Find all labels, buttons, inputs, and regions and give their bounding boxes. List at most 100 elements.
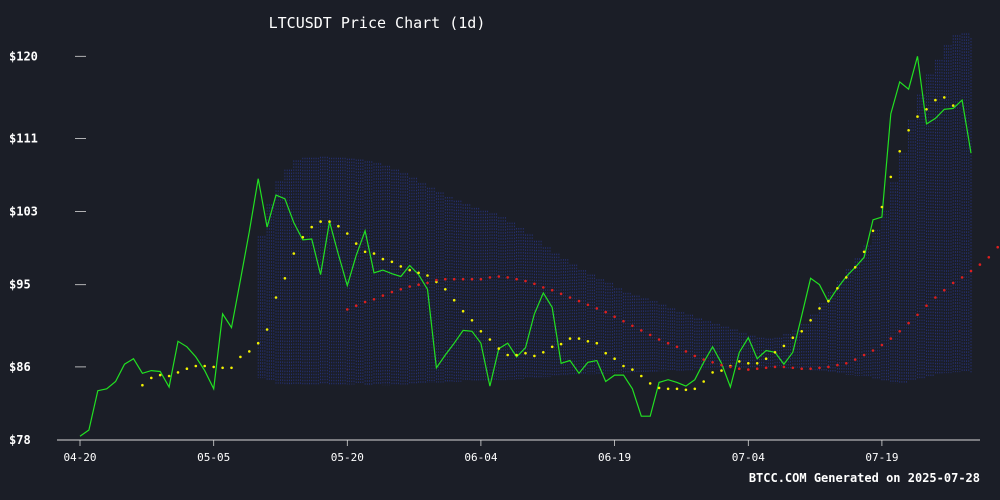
ma-fast-point [586, 340, 590, 343]
ma-fast-point [827, 299, 830, 303]
ma-fast-point [239, 355, 242, 359]
ma-fast-point [221, 366, 224, 370]
ma-fast-point [862, 250, 866, 254]
ma-slow-point [898, 330, 901, 333]
ma-slow-point [934, 296, 937, 299]
ma-slow-point [738, 367, 741, 371]
ma-slow-point [533, 282, 536, 286]
ma-slow-point [702, 358, 705, 361]
ma-slow-point [711, 361, 714, 364]
ma-fast-point [604, 351, 607, 355]
ma-slow-point [720, 363, 723, 367]
x-tick-label: 06-19 [598, 451, 631, 464]
ma-slow-point [764, 366, 768, 370]
ma-fast-point [889, 175, 893, 179]
ma-slow-point [747, 368, 750, 371]
x-tick-label: 06-04 [464, 451, 497, 464]
ma-fast-point [533, 354, 536, 358]
ma-slow-point [880, 343, 884, 347]
ma-fast-point [951, 104, 955, 107]
ma-fast-point [755, 362, 759, 365]
ma-slow-point [773, 365, 777, 369]
ma-slow-point [969, 269, 973, 273]
ma-slow-point [372, 298, 376, 301]
ma-slow-point [390, 290, 394, 294]
ma-fast-point [158, 373, 162, 377]
ma-fast-point [764, 357, 768, 361]
ma-slow-point [684, 350, 688, 353]
ma-slow-point [951, 281, 955, 285]
ma-fast-point [203, 364, 206, 368]
ma-slow-point [435, 278, 438, 282]
ma-fast-point [185, 367, 189, 371]
ma-fast-point [497, 347, 501, 350]
y-tick-label: $120 [9, 49, 38, 63]
ma-slow-point [631, 324, 634, 328]
y-tick-label: $111 [9, 132, 38, 146]
ma-fast-point [524, 351, 527, 355]
footer-text: BTCC.COM Generated on 2025-07-28 [749, 471, 980, 485]
ma-fast-point [141, 383, 144, 387]
ma-slow-point [845, 362, 848, 365]
ma-fast-point [773, 351, 777, 354]
ma-fast-series [141, 96, 955, 392]
ma-fast-point [836, 287, 839, 290]
ma-fast-point [853, 266, 857, 269]
ma-slow-point [479, 277, 483, 281]
ma-fast-point [212, 365, 215, 369]
ma-fast-point [542, 351, 545, 354]
ma-slow-point [550, 288, 554, 292]
ma-fast-point [399, 265, 403, 268]
ma-fast-point [640, 374, 643, 378]
ma-fast-point [684, 388, 688, 392]
ma-slow-point [346, 308, 349, 311]
ma-slow-point [978, 263, 982, 266]
ma-fast-point [167, 374, 171, 378]
ma-slow-point [452, 277, 456, 281]
ma-fast-point [818, 307, 821, 310]
ma-slow-point [925, 304, 928, 308]
ma-fast-point [747, 362, 750, 365]
ma-fast-point [702, 380, 705, 383]
ma-fast-point [283, 277, 287, 280]
ma-fast-point [871, 229, 875, 233]
ma-slow-point [996, 245, 999, 249]
ma-fast-point [559, 342, 563, 346]
ma-fast-point [675, 387, 679, 391]
ma-slow-point [827, 365, 830, 369]
ma-fast-point [595, 341, 599, 345]
y-tick-label: $78 [9, 433, 31, 447]
ma-fast-point [292, 252, 296, 255]
ma-slow-point [648, 333, 652, 337]
ma-fast-point [577, 337, 581, 340]
ma-fast-point [622, 364, 625, 368]
ma-slow-point [800, 367, 803, 371]
ma-fast-point [907, 129, 910, 132]
ma-fast-point [916, 115, 919, 118]
ma-fast-point [461, 309, 465, 313]
ma-fast-point [550, 345, 554, 349]
ma-fast-point [354, 242, 358, 245]
price-series [79, 56, 972, 437]
y-axis-ticks: $78 $86 $95 $103 $111 $120 [9, 49, 86, 447]
ma-fast-point [381, 257, 385, 261]
x-tick-label: 07-04 [732, 451, 765, 464]
ma-slow-point [960, 276, 964, 279]
ma-slow-point [889, 337, 893, 340]
ma-fast-point [452, 298, 456, 302]
ma-slow-point [666, 341, 670, 345]
ma-slow-point [506, 276, 510, 279]
ma-fast-point [738, 360, 741, 363]
ma-slow-point [943, 288, 946, 292]
x-tick-label: 04-20 [63, 451, 96, 464]
ma-slow-point [426, 281, 429, 285]
ma-fast-point [363, 250, 367, 254]
ma-slow-point [782, 365, 786, 369]
ma-fast-point [346, 232, 349, 235]
ma-slow-point [675, 345, 679, 349]
ma-fast-point [657, 386, 661, 390]
ma-fast-point [435, 280, 438, 284]
ma-fast-point [943, 96, 946, 99]
ma-fast-point [310, 225, 314, 229]
ma-fast-point [328, 220, 331, 223]
